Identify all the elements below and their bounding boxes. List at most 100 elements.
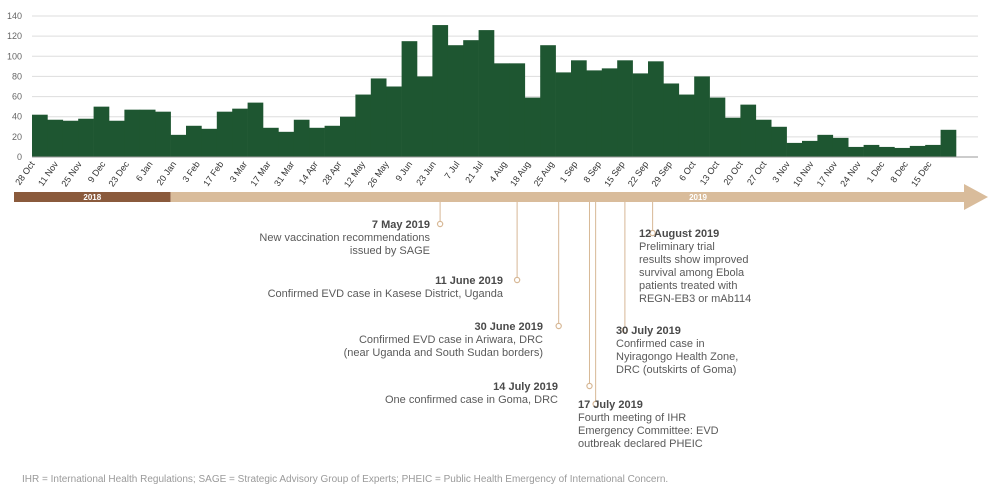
bar [340,116,356,157]
bar [648,61,664,158]
x-tick-label: 24 Nov [838,159,863,189]
timeline-bar-2019 [170,192,967,202]
bar [155,111,171,157]
x-tick-label: 15 Sep [602,159,627,188]
bar [909,145,926,157]
x-tick-label: 4 Aug [487,159,508,184]
bar [93,106,110,157]
bar [109,120,125,157]
x-tick-label: 28 Apr [320,159,343,186]
timeline-arrowhead [964,184,988,210]
x-tick-label: 25 Aug [532,159,556,188]
bar [139,109,156,157]
x-tick-label: 1 Dec [865,159,887,184]
x-tick-label: 3 Mar [228,159,249,184]
bar [62,120,79,157]
bar [555,72,572,157]
annotation-text: results show improved [639,254,748,266]
annotation-marker [555,322,562,330]
timeline-bar-2018 [14,192,171,202]
y-tick-label: 80 [12,71,22,81]
bar [124,109,141,157]
x-tick-label: 3 Feb [180,159,201,184]
bar [755,119,772,157]
x-tick-label: 31 Mar [272,159,296,188]
bar [863,144,880,157]
annotation-text: outbreak declared PHEIC [578,438,703,450]
x-tick-label: 20 Jan [155,159,179,187]
year-timeline: 2018 2019 [14,184,988,210]
bar [386,86,402,157]
annotation-date: 30 June 2019 [475,321,544,333]
bar [509,63,526,158]
bar [216,111,233,157]
x-tick-label: 21 Jul [463,159,485,184]
annotation-text: survival among Ebola [639,267,745,279]
annotation-text: Confirmed EVD case in Kasese District, U… [268,288,504,300]
bar [463,40,479,157]
x-tick-label: 14 Apr [297,159,320,186]
bars [32,25,957,158]
annotation-marker [436,220,444,228]
annotation-text: Confirmed case in [616,338,705,350]
x-tick-label: 8 Dec [888,159,910,184]
annotation-text: DRC (outskirts of Goma) [616,364,736,376]
annotation-date: 11 June 2019 [435,275,503,287]
bar [170,134,187,157]
bar [247,102,264,157]
annotation-marker [649,229,656,237]
bar [447,45,464,158]
bar [186,125,202,157]
bar [832,137,849,157]
x-tick-label: 18 Aug [508,159,532,188]
y-tick-label: 100 [7,51,22,61]
bar [786,142,803,157]
bar [47,119,64,157]
y-tick-label: 120 [7,31,22,41]
x-tick-label: 25 Nov [59,159,84,189]
x-tick-label: 15 Dec [909,159,934,189]
bar [293,119,310,157]
bar [278,131,295,157]
y-tick-label: 140 [7,11,22,21]
annotation-marker [586,382,593,390]
footnote: IHR = International Health Regulations; … [22,474,669,485]
x-tick-label: 17 Nov [815,159,840,189]
x-tick-label: 1 Sep [558,159,580,184]
annotation-text: issued by SAGE [350,245,430,257]
annotation-text: REGN-EB3 or mAb114 [639,293,751,305]
annotation-date: 7 May 2019 [372,219,430,231]
bar [324,125,341,157]
bar [725,117,741,157]
annotation-marker [592,400,599,408]
annotation-text: Preliminary trial [639,241,715,253]
x-tick-label: 23 Jun [414,159,438,187]
annotation-text: Emergency Committee: EVD [578,425,719,437]
annotation-text: (near Uganda and South Sudan borders) [344,347,543,359]
y-tick-label: 60 [12,92,22,102]
bar [694,76,710,157]
year-label: 2019 [689,193,707,202]
annotation-text: One confirmed case in Goma, DRC [385,394,558,406]
bar [432,25,449,157]
bar [663,83,680,157]
bar [78,118,94,157]
x-tick-label: 27 Oct [745,159,769,187]
bar [632,73,649,157]
x-tick-label: 13 Oct [698,159,722,187]
x-tick-label: 29 Sep [649,159,674,188]
bar [771,126,787,157]
annotation-date: 17 July 2019 [578,399,643,411]
y-tick-label: 20 [12,132,22,142]
bar [524,97,541,157]
annotation-date: 14 July 2019 [493,381,558,393]
x-tick-label: 17 Mar [248,159,272,188]
annotation-text: Fourth meeting of IHR [578,412,686,424]
bar [678,94,695,157]
annotation-date: 12 August 2019 [639,228,719,240]
bar [201,128,218,157]
x-tick-label: 20 Oct [721,159,745,187]
y-tick-label: 0 [17,152,22,162]
x-tick-label: 3 Nov [770,159,792,184]
